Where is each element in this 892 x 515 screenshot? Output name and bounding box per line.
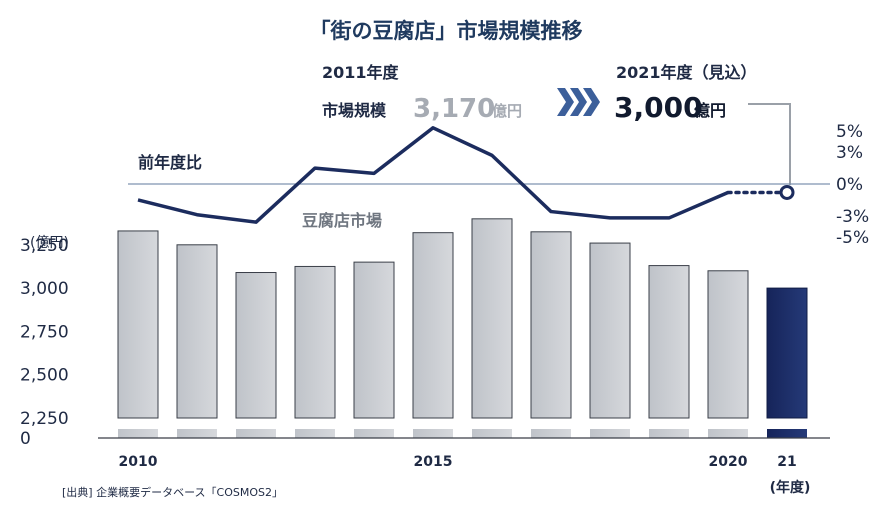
bar-stub-21 [767, 429, 807, 438]
bar-2010 [117, 230, 159, 419]
bar-stub-2015 [413, 429, 453, 438]
bar-stub-2013 [295, 429, 335, 438]
x-axis-ticks: 2010 2015 2020 21 [119, 454, 797, 470]
bar-stub-2020 [708, 429, 748, 438]
left-axis-unit: (億円) [30, 235, 69, 251]
annotation-2011-unit: 億円 [492, 102, 522, 120]
bar-2016 [471, 218, 513, 419]
y-right-tick: -5% [836, 228, 869, 248]
yoy-forecast-point [779, 184, 795, 200]
x-tick: 2015 [414, 454, 453, 470]
y-left-tick: 2,250 [20, 409, 69, 429]
annotation-2011-market-label: 市場規模 [322, 101, 387, 120]
y-left-tick: 0 [20, 429, 31, 449]
y-right-tick: 5% [836, 122, 863, 142]
x-tick: 21 [777, 454, 796, 470]
annotation-2021-unit: 億円 [694, 101, 726, 120]
y-left-tick: 2,500 [20, 366, 69, 386]
chart-title: 「街の豆腐店」市場規模推移 [310, 19, 583, 43]
bar-stub-2014 [354, 429, 394, 438]
right-axis-ticks: 5%3% 0% -3%-5% [836, 122, 869, 248]
series-label-yoy: 前年度比 [138, 153, 202, 172]
bar-2012 [235, 272, 277, 419]
bar-stub-2017 [531, 429, 571, 438]
series-label-market: 豆腐店市場 [302, 211, 382, 230]
bar-21 [766, 287, 808, 419]
y-right-tick: -3% [836, 207, 869, 227]
bar-stub-2011 [177, 429, 217, 438]
bar-2020 [707, 270, 749, 419]
y-right-tick: 3% [836, 143, 863, 163]
bar-2011 [176, 244, 218, 419]
y-left-tick: 2,750 [20, 322, 69, 342]
annotation-2011-year: 2011年度 [322, 63, 400, 82]
bar-stub-2018 [590, 429, 630, 438]
x-tick: 2020 [709, 454, 748, 470]
bar-2017 [530, 231, 572, 419]
annotation-2021-value: 3,000 [614, 91, 703, 124]
chevron-arrow-icon [557, 88, 600, 116]
bar-stub-2010 [118, 429, 158, 438]
bar-2013 [294, 265, 336, 419]
left-axis-ticks: 02,250 2,500 2,750 3,000 3,250 [20, 236, 69, 449]
x-axis-unit: (年度) [770, 479, 811, 496]
annotation-leader-line [748, 103, 791, 185]
bar-2019 [648, 265, 690, 419]
y-right-tick: 0% [836, 175, 863, 195]
bar-2015 [412, 232, 454, 419]
y-left-tick: 3,250 [20, 236, 69, 256]
bar-2014 [353, 261, 395, 419]
bars-group [98, 218, 830, 439]
bar-stub-2019 [649, 429, 689, 438]
x-tick: 2010 [119, 454, 158, 470]
bar-stub-2012 [236, 429, 276, 438]
yoy-line-group [137, 126, 795, 224]
annotation-2011-value: 3,170 [413, 94, 495, 124]
y-left-tick: 3,000 [20, 279, 69, 299]
yoy-line [137, 126, 729, 224]
bar-2018 [589, 242, 631, 419]
source-note: [出典] 企業概要データベース「COSMOS2」 [62, 485, 283, 499]
bar-stub-2016 [472, 429, 512, 438]
annotation-2021-year: 2021年度（見込） [616, 63, 757, 82]
